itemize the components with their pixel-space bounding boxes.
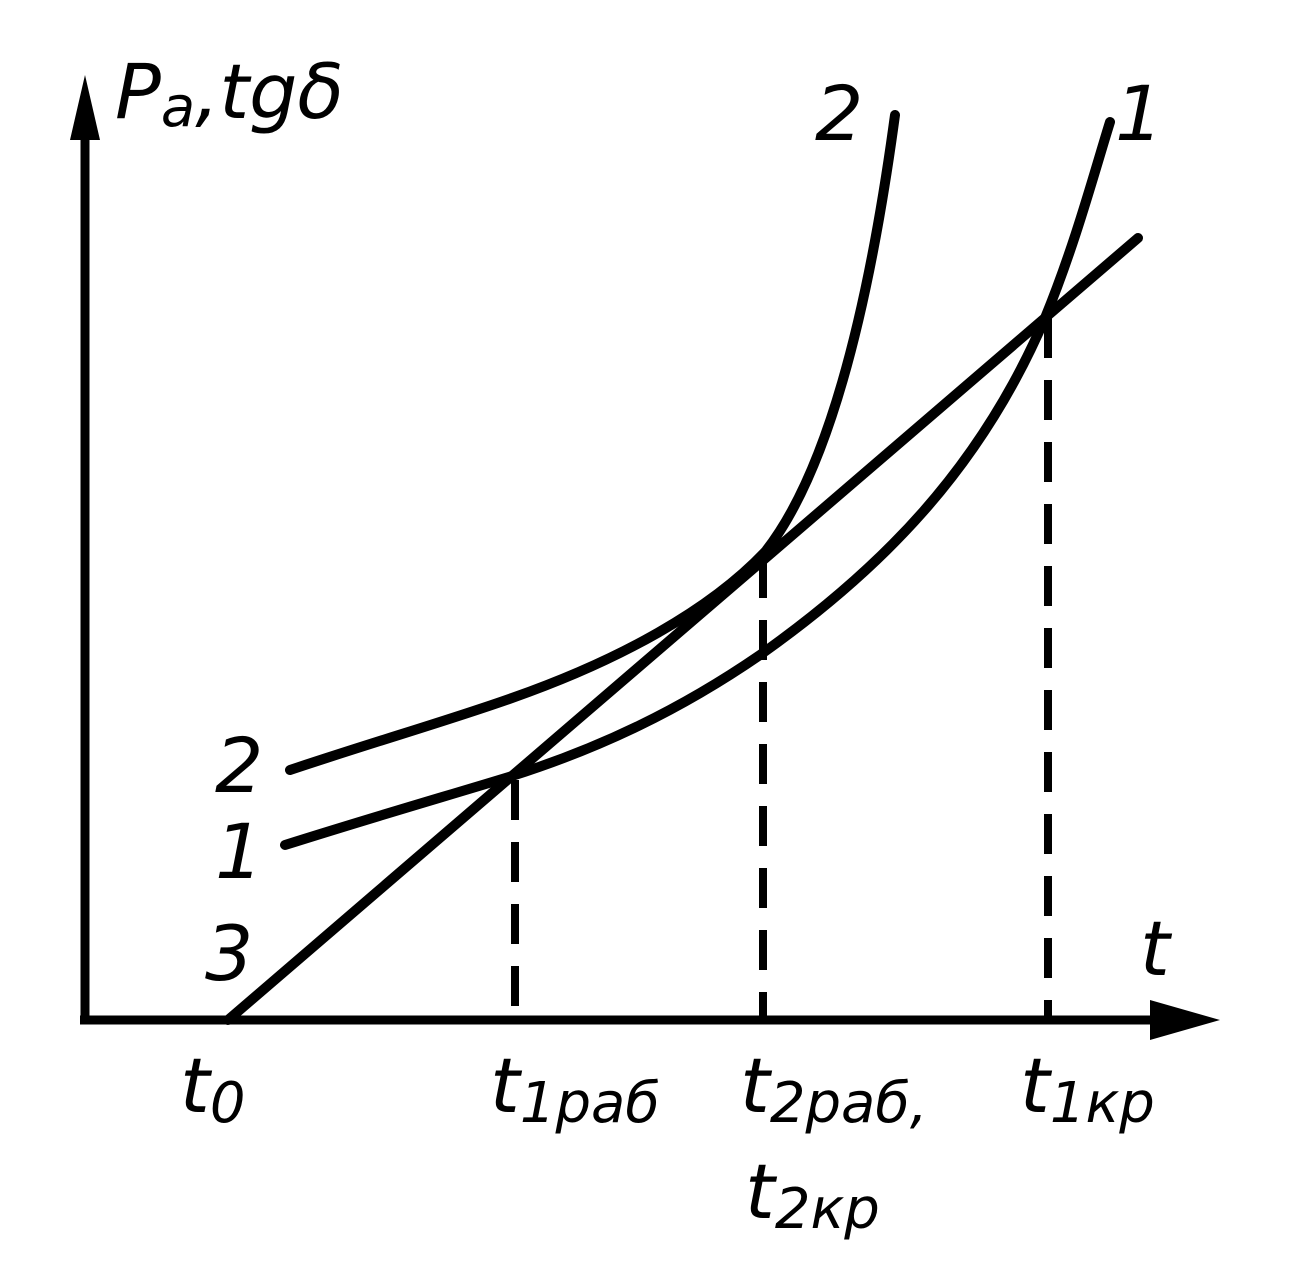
marker-base: t [490,1041,523,1130]
marker-sub: 2кр [775,1177,880,1242]
marker-sub: 0 [210,1071,246,1136]
marker-sub: 2раб, [770,1071,928,1136]
x-axis-label: t [1140,904,1173,993]
curve-3 [223,233,1143,1025]
x-marker: t1кр [1020,1041,1155,1136]
marker-base: t [1020,1041,1053,1130]
marker-sub: 1раб [520,1071,660,1136]
x-marker: t0 [180,1041,245,1136]
curve-1 [280,117,1115,850]
curve-2 [285,110,900,775]
curve-label: 2 [215,721,263,810]
label-rest: ,tgδ [195,47,344,136]
x-marker: t1раб [490,1041,660,1136]
label-sub: a [161,75,195,140]
marker-base: t [740,1041,773,1130]
curve-label: 3 [205,909,253,998]
curve-label: 1 [215,807,263,896]
y-axis-label: Pa,tgδ [115,47,344,140]
x-marker: t2раб, [740,1041,928,1136]
curve-label: 1 [1115,69,1163,158]
marker-sub: 1кр [1050,1071,1155,1136]
marker-base: t [745,1147,778,1236]
label-base: P [115,47,161,136]
y-arrow [70,75,100,140]
x-arrow [1150,1000,1220,1040]
x-marker: t2кр [745,1147,880,1242]
curve-label: 2 [815,69,863,158]
marker-base: t [180,1041,213,1130]
